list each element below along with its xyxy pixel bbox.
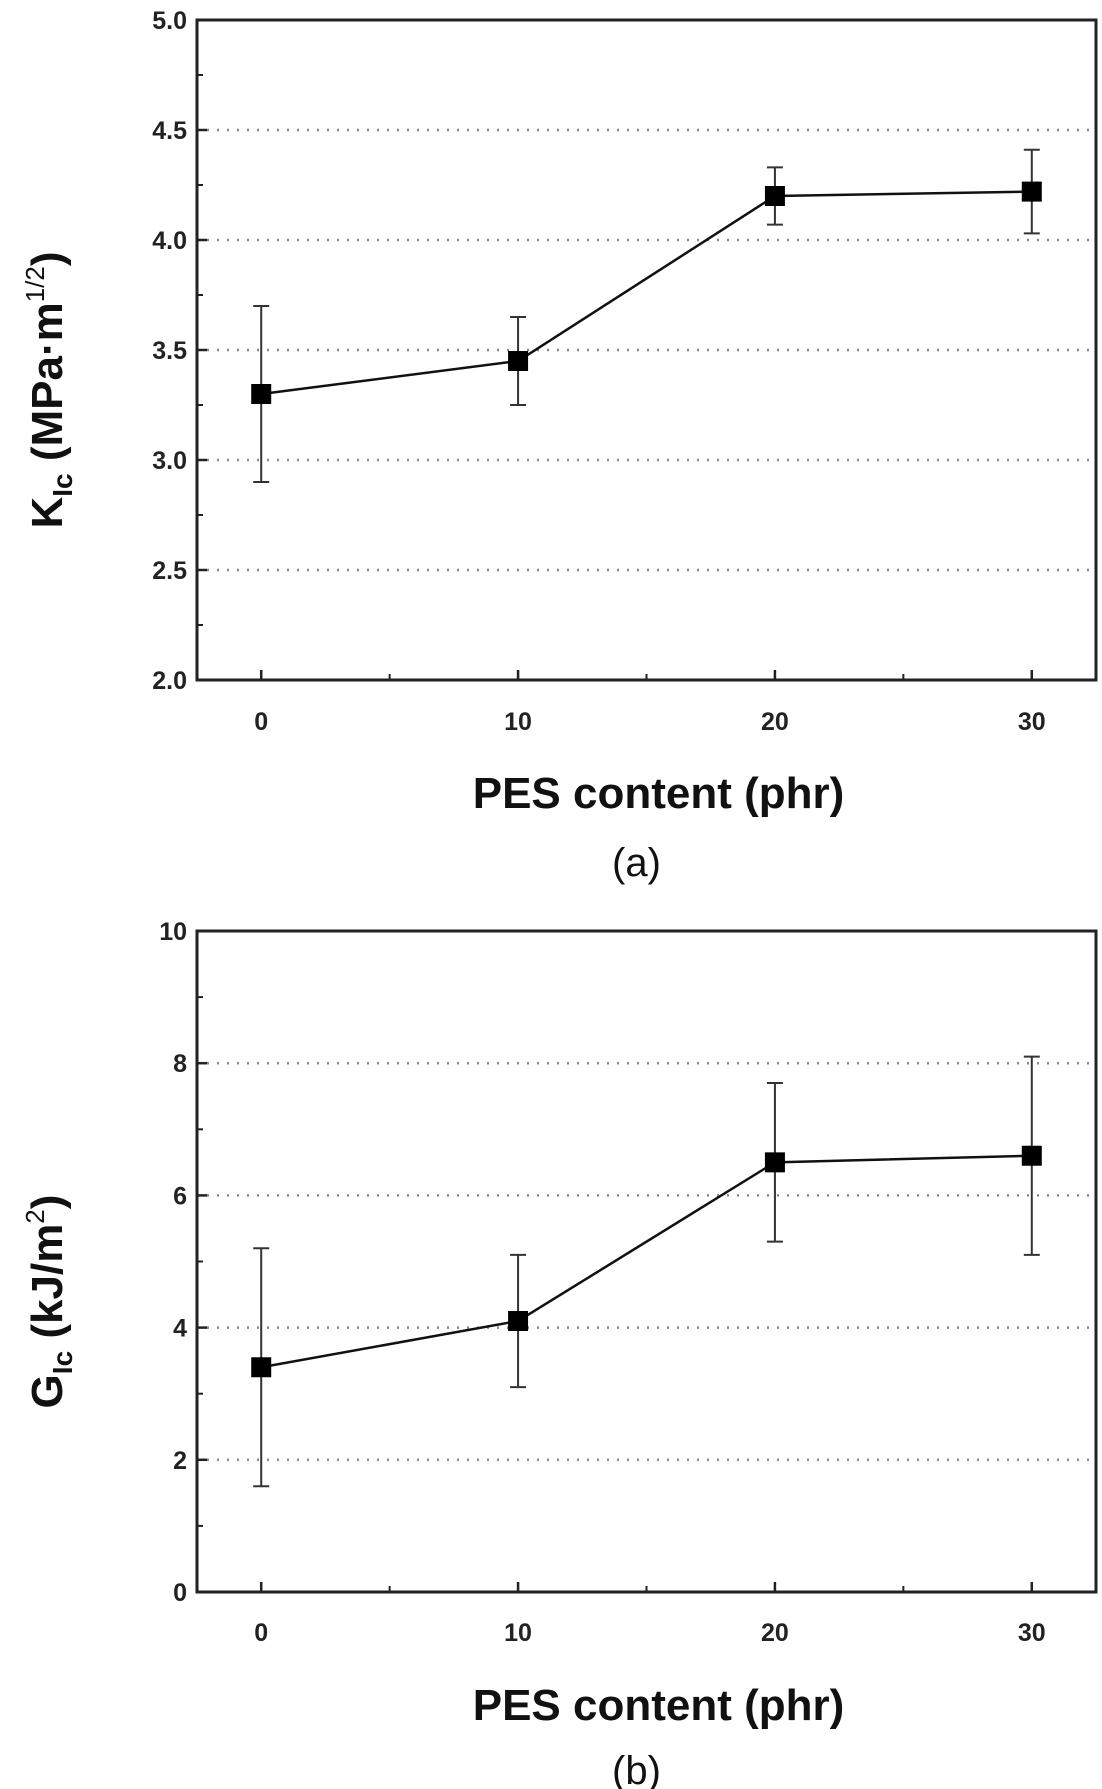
x-tick-label: 10: [504, 708, 532, 736]
x-tick-label: 30: [1018, 1619, 1046, 1647]
y-label-sup: 2: [20, 1209, 50, 1223]
x-tick-label: 0: [254, 1619, 268, 1647]
y-label-unit-end: ): [23, 251, 72, 266]
y-label-unit: (kJ/m: [23, 1224, 72, 1351]
y-tick-label: 3.0: [152, 447, 187, 475]
y-tick-label: 4: [173, 1315, 187, 1343]
plot-frame: [195, 929, 1098, 1594]
y-tick-label: 0: [173, 1579, 187, 1607]
chart-panel-1: 0 2 4 6 8 10 0 10 20 30 PES content (phr) GIc (kJ/m…: [20, 918, 1098, 1789]
x-tick-label: 30: [1018, 708, 1046, 736]
y-tick-label: 6: [173, 1182, 187, 1210]
y-label-unit: (MPa·m: [23, 302, 72, 473]
x-tick-label: 20: [761, 708, 789, 736]
y-tick-label: 2.0: [152, 667, 187, 695]
plot-frame: [195, 18, 1098, 682]
panel-label: (a): [612, 841, 661, 885]
data-point: [764, 186, 785, 206]
data-point: [764, 1152, 785, 1173]
y-tick-label: 4.5: [152, 117, 187, 145]
y-tick-label: 5.0: [152, 7, 187, 35]
series-line: [260, 1154, 1032, 1369]
x-tick-label: 20: [761, 1619, 789, 1647]
data-point: [508, 351, 529, 371]
chart-panel-0: 2.0 2.5 3.0 3.5 4.0 4.5 5.0 0 10 20 30 PES content …: [20, 7, 1098, 885]
y-tick-label: 4.0: [152, 227, 187, 255]
y-label-main: K: [23, 497, 72, 529]
data-point: [508, 1310, 529, 1331]
data-point: [251, 384, 272, 404]
data-point: [1021, 1145, 1042, 1166]
y-axis-label: GIc (kJ/m2): [20, 1195, 78, 1409]
y-axis-label: KIc (MPa·m1/2): [20, 251, 78, 528]
series-line: [261, 190, 1032, 396]
panel-label: (b): [612, 1749, 661, 1789]
y-tick-label: 10: [159, 918, 187, 946]
x-axis-label: PES content (phr): [473, 769, 845, 818]
y-tick-label: 2.5: [152, 557, 187, 585]
x-tick-label: 10: [504, 1619, 532, 1647]
data-point: [251, 1357, 272, 1378]
y-label-sub: Ic: [47, 473, 78, 496]
data-point: [1021, 181, 1042, 202]
y-label-sup: 1/2: [20, 266, 50, 302]
x-axis-label: PES content (phr): [473, 1681, 845, 1730]
y-label-unit-end: ): [23, 1195, 72, 1210]
y-label-main: G: [23, 1374, 72, 1408]
y-tick-label: 3.5: [152, 337, 187, 365]
y-tick-label: 2: [173, 1447, 187, 1475]
y-label-sub: Ic: [47, 1351, 78, 1374]
x-tick-label: 0: [254, 708, 268, 736]
y-tick-label: 8: [173, 1050, 187, 1078]
